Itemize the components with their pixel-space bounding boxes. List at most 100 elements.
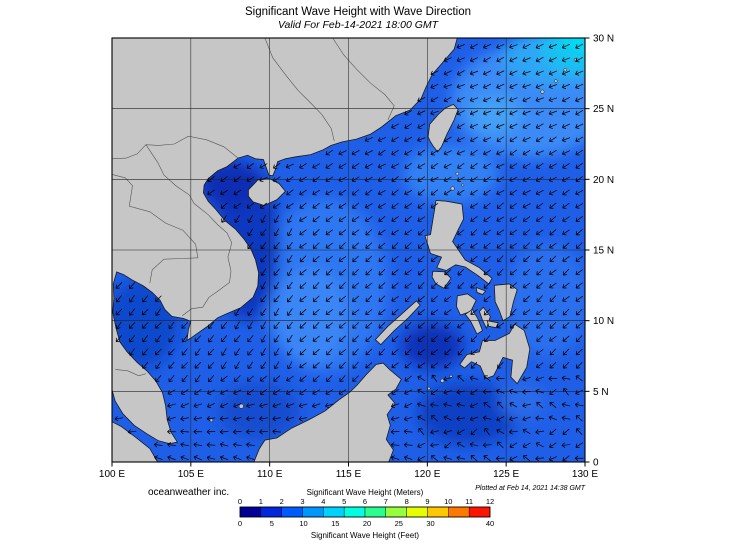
wave-direction-arrow bbox=[431, 282, 438, 289]
wave-direction-arrow bbox=[456, 44, 465, 50]
wave-direction-arrow bbox=[220, 189, 229, 196]
wave-direction-arrow bbox=[549, 442, 557, 449]
wave-direction-arrow bbox=[430, 429, 439, 435]
wave-direction-arrow bbox=[352, 202, 360, 209]
wave-direction-arrow bbox=[273, 255, 280, 263]
wave-direction-arrow bbox=[575, 43, 584, 50]
wave-direction-arrow bbox=[522, 176, 531, 183]
wave-direction-arrow bbox=[194, 374, 201, 383]
wave-direction-arrow bbox=[561, 57, 571, 63]
colorbar-segment bbox=[302, 506, 324, 518]
wave-direction-arrow bbox=[115, 321, 122, 330]
wave-direction-arrow bbox=[286, 255, 293, 263]
colorbar-feet-tick-label: 25 bbox=[395, 519, 403, 528]
wave-direction-arrow bbox=[470, 255, 478, 262]
credit-text: oceanweather inc. bbox=[148, 487, 229, 498]
wave-direction-arrow bbox=[509, 97, 518, 103]
wave-direction-arrow bbox=[232, 442, 242, 448]
x-axis-tick-label: 115 E bbox=[336, 469, 362, 480]
wave-direction-arrow bbox=[509, 242, 518, 249]
wave-direction-arrow bbox=[404, 162, 412, 169]
wave-direction-arrow bbox=[141, 322, 149, 329]
wave-direction-arrow bbox=[548, 57, 557, 63]
wave-direction-arrow bbox=[417, 388, 426, 395]
wave-direction-arrow bbox=[522, 137, 531, 143]
wave-direction-arrow bbox=[523, 268, 531, 276]
wave-direction-arrow bbox=[153, 442, 163, 448]
wave-direction-arrow bbox=[483, 83, 492, 89]
wave-direction-arrow bbox=[562, 322, 570, 329]
wave-direction-arrow bbox=[535, 43, 544, 50]
y-axis-tick-label: 0 bbox=[593, 458, 599, 469]
wave-direction-arrow bbox=[574, 455, 584, 461]
wave-direction-arrow bbox=[417, 335, 425, 342]
wave-direction-arrow bbox=[325, 402, 334, 409]
wave-direction-arrow bbox=[142, 361, 149, 369]
wave-direction-arrow bbox=[536, 295, 543, 303]
wave-direction-arrow bbox=[404, 149, 413, 156]
wave-direction-arrow bbox=[326, 348, 333, 356]
wave-direction-arrow bbox=[522, 70, 531, 76]
wave-direction-arrow bbox=[509, 388, 518, 394]
wave-direction-arrow bbox=[286, 361, 293, 370]
wave-direction-arrow bbox=[312, 255, 320, 262]
wave-direction-arrow bbox=[561, 123, 571, 129]
wave-direction-arrow bbox=[483, 150, 492, 156]
wave-direction-arrow bbox=[286, 215, 293, 223]
wave-direction-arrow bbox=[365, 322, 373, 329]
wave-direction-arrow bbox=[285, 416, 295, 422]
wave-direction-arrow bbox=[536, 255, 544, 262]
wave-direction-arrow bbox=[535, 163, 544, 169]
wave-direction-arrow bbox=[313, 321, 320, 329]
wave-direction-arrow bbox=[496, 322, 505, 329]
wave-direction-arrow bbox=[456, 429, 465, 435]
wave-direction-arrow bbox=[431, 415, 439, 422]
wave-direction-arrow bbox=[444, 269, 452, 276]
wave-direction-arrow bbox=[404, 189, 413, 196]
wave-direction-arrow bbox=[247, 361, 254, 370]
wave-direction-arrow bbox=[470, 335, 478, 342]
wave-direction-arrow bbox=[286, 295, 293, 303]
colorbar-title-feet: Significant Wave Height (Feet) bbox=[311, 531, 420, 540]
colorbar-feet-tick-label: 15 bbox=[331, 519, 339, 528]
wave-direction-arrow bbox=[535, 136, 544, 143]
wave-direction-arrow bbox=[469, 416, 479, 422]
wave-direction-arrow bbox=[496, 83, 505, 89]
wave-direction-arrow bbox=[391, 335, 399, 342]
wave-direction-arrow bbox=[536, 322, 544, 329]
wave-direction-arrow bbox=[470, 455, 478, 462]
wave-direction-arrow bbox=[562, 255, 570, 262]
wave-direction-arrow bbox=[522, 402, 531, 409]
wave-direction-arrow bbox=[167, 389, 176, 395]
wave-direction-arrow bbox=[417, 176, 426, 183]
colorbar-segment bbox=[448, 506, 470, 518]
wave-direction-arrow bbox=[365, 335, 373, 342]
wave-direction-arrow bbox=[523, 229, 531, 236]
wave-direction-arrow bbox=[575, 348, 583, 356]
wave-direction-arrow bbox=[562, 308, 570, 316]
wave-direction-arrow bbox=[430, 309, 439, 316]
graticule-grid bbox=[112, 38, 585, 462]
wave-direction-arrow bbox=[496, 163, 505, 169]
wave-direction-arrow bbox=[536, 335, 544, 342]
small-island bbox=[455, 171, 460, 176]
wave-direction-arrow bbox=[352, 335, 359, 342]
wave-direction-arrow bbox=[430, 83, 439, 89]
wave-direction-arrow bbox=[220, 402, 229, 409]
wave-direction-arrow bbox=[167, 442, 176, 448]
wave-direction-arrow bbox=[484, 335, 491, 343]
wave-direction-arrow bbox=[259, 375, 268, 382]
wave-direction-arrow bbox=[299, 348, 307, 356]
wave-direction-arrow bbox=[430, 162, 439, 169]
wave-direction-arrow bbox=[575, 415, 583, 422]
wave-direction-arrow bbox=[247, 321, 253, 330]
wave-direction-arrow bbox=[364, 203, 373, 209]
wave-direction-arrow bbox=[522, 190, 531, 196]
wave-direction-arrow bbox=[536, 349, 544, 355]
wave-direction-arrow bbox=[365, 255, 373, 263]
wave-direction-arrow bbox=[509, 163, 518, 169]
colorbar-meters-tick-label: 11 bbox=[465, 497, 473, 506]
wave-direction-arrow bbox=[483, 43, 492, 50]
wave-direction-arrow bbox=[221, 335, 228, 343]
